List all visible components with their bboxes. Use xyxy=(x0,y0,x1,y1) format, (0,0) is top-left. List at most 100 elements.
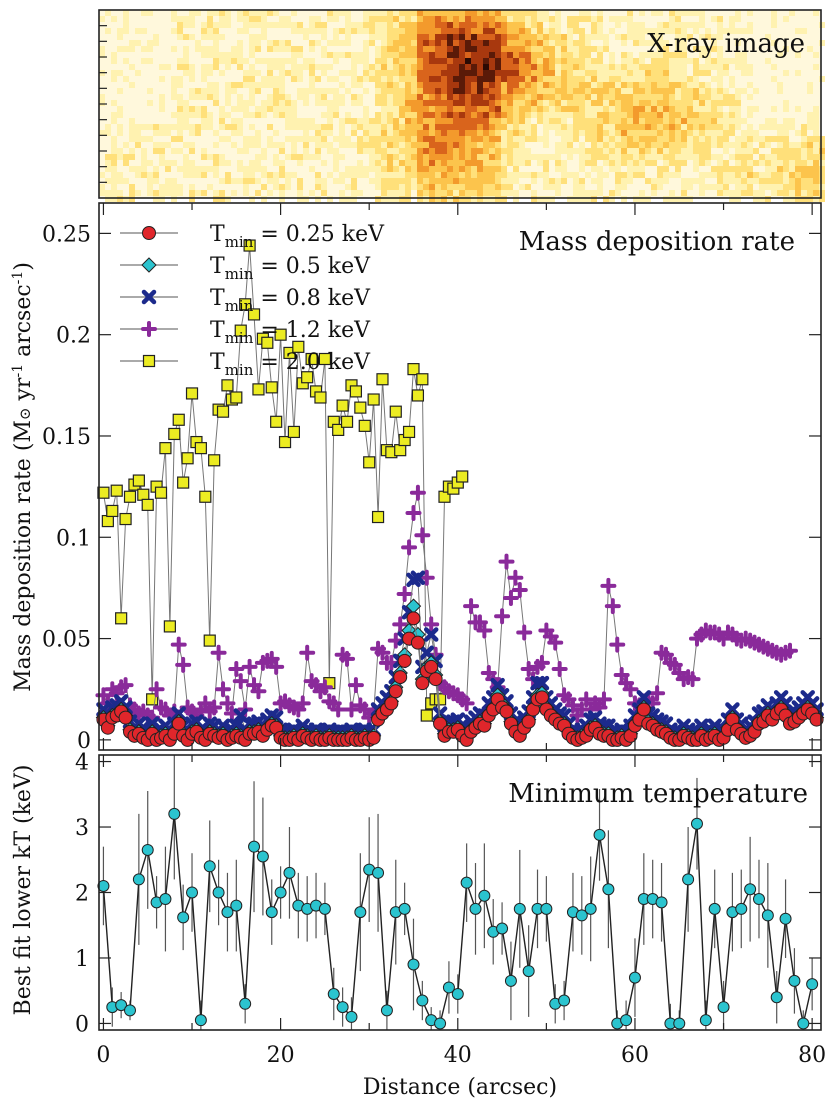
mdot-s4-pt-57 xyxy=(349,385,363,398)
heat-cell-644 xyxy=(489,58,495,64)
heat-cell-2024 xyxy=(255,154,261,160)
heat-cell-2251 xyxy=(597,166,603,172)
temp-point-25 xyxy=(318,902,331,915)
heat-cell-675 xyxy=(693,58,699,64)
heat-cell-617 xyxy=(285,58,291,64)
heat-cell-859 xyxy=(159,76,165,82)
heat-cell-1932 xyxy=(189,148,195,154)
heat-cell-559 xyxy=(465,52,471,58)
heat-cell-604 xyxy=(177,58,183,64)
mass-deposition-ticks: 00.050.10.150.20.25 xyxy=(42,203,821,754)
heat-cell-47 xyxy=(507,10,513,16)
heat-cell-825 xyxy=(549,70,555,76)
mass-deposition-title: Mass deposition rate xyxy=(519,227,795,257)
heat-cell-845 xyxy=(669,70,675,76)
mid-ytick-label-2: 0.1 xyxy=(56,526,91,551)
heat-cell-1669 xyxy=(375,130,381,136)
heat-cell-1507 xyxy=(585,118,591,124)
heat-cell-1142 xyxy=(447,94,453,100)
heat-cell-1492 xyxy=(483,118,489,124)
heat-cell-924 xyxy=(639,76,645,82)
heat-cell-1372 xyxy=(201,112,207,118)
heat-cell-1158 xyxy=(543,94,549,100)
heat-cell-48 xyxy=(513,10,519,16)
heat-cell-2428 xyxy=(597,178,603,184)
heat-cell-1548 xyxy=(165,124,171,130)
heat-cell-107 xyxy=(435,16,441,22)
heat-cell-581 xyxy=(609,52,615,58)
mdot-s0-pt-74 xyxy=(424,659,439,674)
heat-cell-2187 xyxy=(771,160,777,166)
heat-cell-656 xyxy=(561,58,567,64)
heat-cell-1598 xyxy=(513,124,519,130)
heat-cell-129 xyxy=(573,16,579,22)
heat-cell-265 xyxy=(459,28,465,34)
heat-cell-1715 xyxy=(663,130,669,136)
heat-cell-1189 xyxy=(729,94,735,100)
heat-cell-1183 xyxy=(693,94,699,100)
heat-cell-2658 xyxy=(513,196,519,202)
legend-value-3: = 1.2 keV xyxy=(253,318,371,343)
min-temperature-title: Minimum temperature xyxy=(508,779,808,809)
heat-cell-346 xyxy=(501,34,507,40)
heat-cell-1396 xyxy=(417,112,423,118)
heat-cell-651 xyxy=(531,58,537,64)
heat-cell-1002 xyxy=(639,82,645,88)
heat-cell-1568 xyxy=(321,124,327,130)
heat-cell-1348 xyxy=(669,106,675,112)
heat-cell-701 xyxy=(303,64,309,70)
heat-cell-90 xyxy=(309,16,315,22)
heat-cell-490 xyxy=(477,46,483,52)
heat-cell-1736 xyxy=(129,136,135,142)
heat-cell-2049 xyxy=(453,154,459,160)
heat-cell-1759 xyxy=(363,136,369,142)
heat-cell-2264 xyxy=(729,166,735,172)
heat-cell-812 xyxy=(471,70,477,76)
heat-cell-1505 xyxy=(573,118,579,124)
heat-cell-35 xyxy=(435,10,441,16)
heat-cell-737 xyxy=(543,64,549,70)
heat-cell-2060 xyxy=(519,154,525,160)
heat-cell-946 xyxy=(237,82,243,88)
mdot-s4-pt-58 xyxy=(354,401,367,414)
heat-cell-610 xyxy=(237,58,243,64)
heat-cell-2117 xyxy=(213,160,219,166)
heat-cell-1411 xyxy=(507,112,513,118)
heat-cell-2485 xyxy=(417,184,423,190)
heat-cell-2055 xyxy=(489,154,495,160)
heat-cell-595 xyxy=(735,52,741,58)
heat-cell-2646 xyxy=(435,196,441,202)
heat-cell-323 xyxy=(345,34,351,40)
heat-cell-2618 xyxy=(123,196,129,202)
heat-cell-60 xyxy=(651,10,657,16)
heat-cell-1874 xyxy=(477,142,483,148)
heat-cell-124 xyxy=(537,16,543,22)
heat-cell-555 xyxy=(441,52,447,58)
heat-cell-415 xyxy=(477,40,483,46)
heat-cell-2455 xyxy=(807,178,813,184)
heat-cell-2100 xyxy=(783,154,789,160)
heat-cell-991 xyxy=(573,82,579,88)
heat-cell-1629 xyxy=(705,124,711,130)
heat-cell-1375 xyxy=(225,112,231,118)
heat-cell-769 xyxy=(747,64,753,70)
heat-cell-2069 xyxy=(585,154,591,160)
heat-cell-193 xyxy=(489,22,495,28)
heat-cell-7 xyxy=(207,10,213,16)
heat-cell-366 xyxy=(633,34,639,40)
heat-cell-2143 xyxy=(453,160,459,166)
temp-point-39 xyxy=(442,981,455,994)
heat-cell-584 xyxy=(639,52,645,58)
heat-cell-1008 xyxy=(675,82,681,88)
heat-cell-830 xyxy=(579,70,585,76)
heat-cell-239 xyxy=(297,28,303,34)
heat-cell-804 xyxy=(423,70,429,76)
heat-cell-2595 xyxy=(669,190,675,196)
heat-cell-2524 xyxy=(765,184,771,190)
heat-cell-2335 xyxy=(561,172,567,178)
heat-cell-2078 xyxy=(639,154,645,160)
heat-cell-1922 xyxy=(813,142,819,148)
heat-cell-1127 xyxy=(339,94,345,100)
heat-cell-1856 xyxy=(369,142,375,148)
heat-cell-2134 xyxy=(399,160,405,166)
